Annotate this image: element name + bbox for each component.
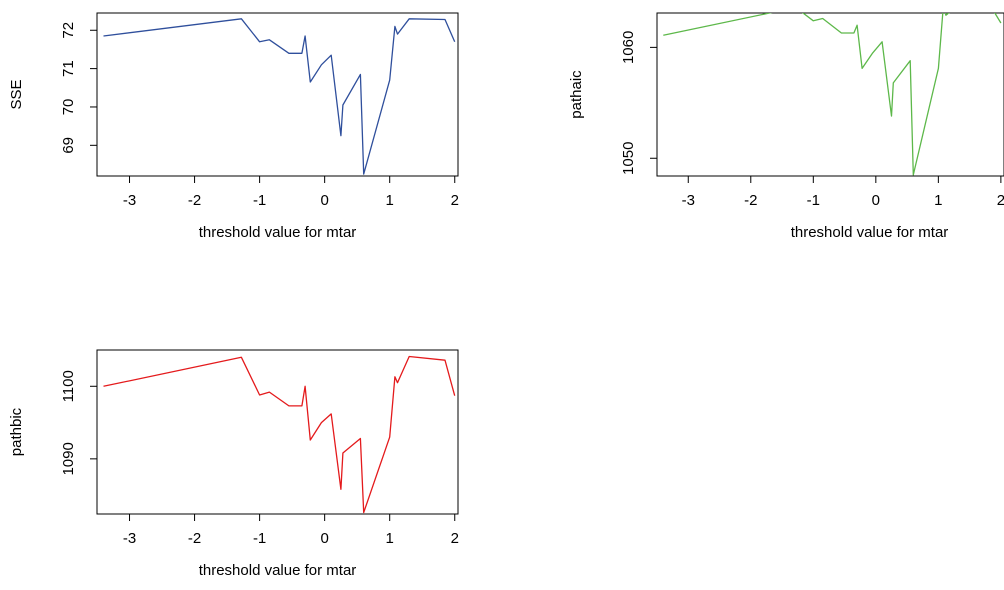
y-tick-label: 1090 [60, 442, 77, 475]
y-axis-title: pathbic [8, 407, 25, 456]
x-tick-label: 2 [451, 192, 459, 209]
y-tick-label: 72 [60, 22, 77, 39]
plot-frame [656, 12, 1004, 177]
y-tick-label: 1100 [60, 370, 77, 402]
chart-panel-bottom-left: -3 -2 -1 0 1 2 1090 1100 threshold value for mta… [8, 349, 459, 579]
x-tick-label: -2 [744, 192, 757, 209]
y-tick-label: 71 [60, 60, 77, 77]
chart-panel-top-left: -3 -2 -1 0 1 2 69 70 71 72 threshold value for mta… [8, 12, 459, 241]
x-tick-label: -2 [188, 192, 201, 209]
x-tick-label: 1 [386, 530, 394, 547]
x-tick-label: 2 [997, 192, 1004, 209]
x-tick-label: 0 [872, 192, 880, 209]
series-line [663, 13, 1002, 176]
x-tick-label: -3 [123, 530, 136, 547]
x-tick-label: -3 [123, 192, 136, 209]
x-tick-label: 1 [386, 192, 394, 209]
plot-frame [96, 12, 459, 177]
x-axis-title: threshold value for mtar [199, 224, 357, 241]
y-tick-label: 70 [60, 99, 77, 116]
x-tick-label: -2 [188, 530, 201, 547]
y-tick-label: 69 [60, 137, 77, 154]
x-tick-label: 0 [320, 530, 328, 547]
x-axis-title: threshold value for mtar [791, 224, 949, 241]
chart-panel-top-right: -3 -2 -1 0 1 2 1050 1060 threshold value for mta… [568, 12, 1004, 241]
series-line [103, 18, 456, 175]
y-tick-label: 1050 [620, 142, 637, 175]
y-axis-title: SSE [8, 79, 25, 109]
series-line [103, 355, 456, 514]
x-tick-label: 2 [451, 530, 459, 547]
y-axis-title: pathaic [568, 70, 585, 119]
x-axis-title: threshold value for mtar [199, 562, 357, 579]
plot-frame [96, 349, 459, 515]
x-tick-label: -1 [253, 530, 266, 547]
x-tick-label: 0 [320, 192, 328, 209]
y-tick-label: 1060 [620, 31, 637, 64]
x-tick-label: -1 [253, 192, 266, 209]
x-tick-label: -1 [807, 192, 820, 209]
x-tick-label: 1 [934, 192, 942, 209]
x-tick-label: -3 [682, 192, 695, 209]
